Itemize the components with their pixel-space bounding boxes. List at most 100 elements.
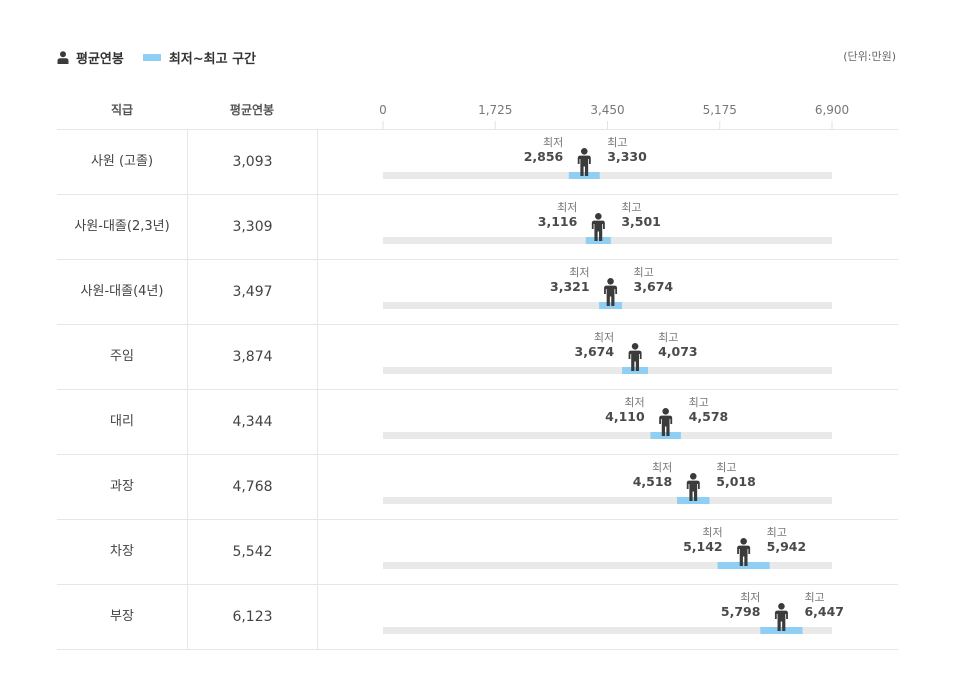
average-person-icon (737, 538, 751, 566)
min-value: 3,321 (550, 279, 590, 294)
rank-cell: 과장 (57, 455, 188, 519)
average-salary-cell: 4,768 (188, 455, 318, 519)
table-body: 사원 (고졸) 3,093 최저 2,856 최고 3,330 사원-대졸(2,3년) 3,3… (57, 130, 898, 650)
person-head (689, 473, 697, 480)
average-person-icon (659, 408, 673, 436)
person-head (740, 538, 747, 545)
average-person-icon (591, 213, 605, 241)
average-salary-cell: 3,497 (188, 260, 318, 324)
max-label: 최고 (607, 136, 627, 149)
range-viz-svg: 최저2,856 최고3,330 (383, 136, 832, 179)
min-value: 4,110 (605, 409, 645, 424)
person-body (628, 350, 642, 371)
min-label: 최저 (652, 461, 672, 474)
salary-range-bar (650, 432, 681, 439)
range-viz: 최저 3,321 최고 3,674 (318, 260, 898, 324)
average-person-icon (686, 473, 700, 501)
max-label: 최고 (804, 591, 824, 604)
salary-range-bar (585, 237, 611, 244)
average-salary-cell: 4,344 (188, 390, 318, 454)
range-viz-svg: 최저5,142 최고5,942 (383, 526, 832, 569)
person-body (774, 610, 788, 631)
header-average: 평균연봉 (229, 103, 275, 117)
person-body (604, 285, 618, 306)
table-row: 주임 3,874 최저 3,674 최고 4,073 (57, 325, 898, 390)
header-rank: 직급 (110, 103, 134, 117)
x-tick-label: 6,900 (815, 103, 849, 117)
salary-range-bar (622, 367, 649, 374)
rank-cell: 대리 (57, 390, 188, 454)
range-viz-svg: 최저4,110 최고4,578 (383, 396, 832, 439)
x-tick-label: 3,450 (590, 103, 624, 117)
table-row: 사원-대졸(2,3년) 3,309 최저 3,116 최고 3,501 (57, 195, 898, 260)
salary-range-bar (760, 627, 803, 634)
max-value: 3,501 (621, 214, 661, 229)
person-head (662, 408, 669, 415)
range-track (383, 627, 832, 634)
max-label: 최고 (621, 201, 641, 214)
x-axis: 0 1,725 3,450 5,175 6,900 (317, 93, 898, 129)
range-viz: 최저 3,674 최고 4,073 (318, 325, 898, 389)
average-person-icon (577, 148, 591, 176)
average-salary-cell: 6,123 (188, 585, 318, 649)
salary-range-bar (717, 562, 770, 569)
max-value: 4,073 (658, 344, 698, 359)
min-label: 최저 (569, 266, 589, 279)
x-tick-label: 5,175 (703, 103, 737, 117)
person-head (607, 278, 614, 285)
max-value: 3,330 (607, 149, 647, 164)
range-viz: 최저 4,110 최고 4,578 (318, 390, 898, 454)
max-value: 6,447 (804, 604, 844, 619)
legend-average: 평균연봉 (57, 48, 124, 67)
range-track (383, 432, 832, 439)
rank-cell: 사원 (고졸) (57, 130, 188, 194)
person-icon (57, 50, 69, 64)
x-axis-svg: 0 1,725 3,450 5,175 6,900 (379, 103, 849, 129)
salary-range-chart: 직급 평균연봉 0 1,725 3,450 5,175 6,900 사원 (고졸) 3,0… (57, 93, 898, 650)
rank-cell: 주임 (57, 325, 188, 389)
person-head (778, 603, 785, 610)
average-person-icon (628, 343, 642, 371)
average-salary-cell: 3,309 (188, 195, 318, 259)
table-row: 사원-대졸(4년) 3,497 최저 3,321 최고 3,674 (57, 260, 898, 325)
salary-range-bar (599, 302, 623, 309)
table-header: 직급 평균연봉 0 1,725 3,450 5,175 6,900 (57, 93, 898, 130)
range-viz: 최저 5,798 최고 6,447 (318, 585, 898, 649)
average-person-icon (774, 603, 788, 631)
table-row: 부장 6,123 최저 5,798 최고 6,447 (57, 585, 898, 650)
legend-range-swatch (142, 53, 161, 61)
max-value: 5,018 (716, 474, 756, 489)
table-row: 사원 (고졸) 3,093 최저 2,856 최고 3,330 (57, 130, 898, 195)
range-viz-svg: 최저3,116 최고3,501 (383, 201, 832, 244)
x-tick-label: 1,725 (478, 103, 512, 117)
range-track (383, 367, 832, 374)
person-body (577, 155, 591, 176)
legend-range-label: 최저~최고 구간 (168, 51, 257, 67)
min-label: 최저 (557, 201, 577, 214)
x-tick-label: 0 (379, 103, 387, 117)
range-viz-svg: 최저3,321 최고3,674 (383, 266, 832, 309)
range-track (383, 562, 832, 569)
max-value: 3,674 (634, 279, 674, 294)
max-value: 5,942 (767, 539, 807, 554)
person-head (595, 213, 602, 220)
min-label: 최저 (702, 526, 722, 539)
range-track (383, 497, 832, 504)
person-head (631, 343, 639, 350)
person-body (591, 220, 605, 241)
max-label: 최고 (689, 396, 709, 409)
average-person-icon (604, 278, 618, 306)
rank-cell: 차장 (57, 520, 188, 584)
table-row: 차장 5,542 최저 5,142 최고 5,942 (57, 520, 898, 585)
person-body (686, 480, 700, 501)
table-row: 과장 4,768 최저 4,518 최고 5,018 (57, 455, 898, 520)
range-viz: 최저 5,142 최고 5,942 (318, 520, 898, 584)
min-value: 5,798 (721, 604, 761, 619)
range-viz-svg: 최저3,674 최고4,073 (383, 331, 832, 374)
min-label: 최저 (594, 331, 614, 344)
min-label: 최저 (624, 396, 644, 409)
max-label: 최고 (658, 331, 678, 344)
max-label: 최고 (634, 266, 654, 279)
average-salary-cell: 3,874 (188, 325, 318, 389)
max-value: 4,578 (689, 409, 729, 424)
